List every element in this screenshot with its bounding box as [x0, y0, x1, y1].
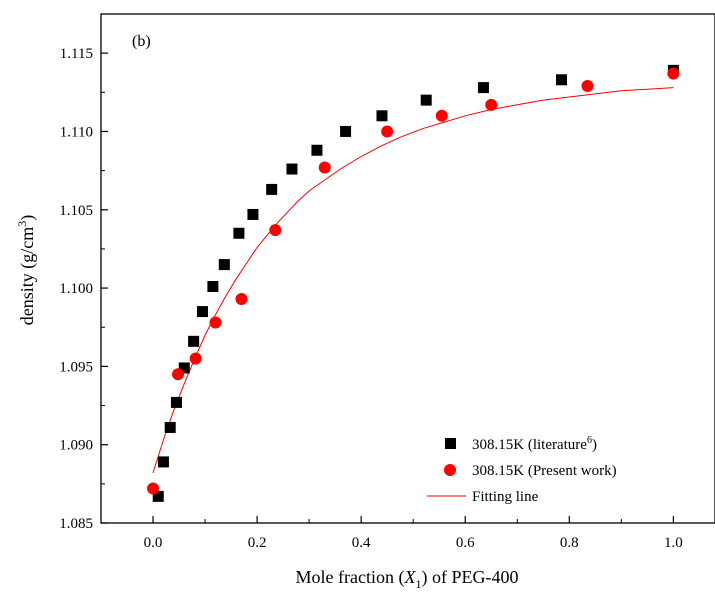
literature-point	[477, 82, 489, 94]
present-work-point	[189, 352, 202, 365]
axes: 1.085 1.090 1.095 1.100 1.105 1.110 1.115 0.0 0.…	[59, 13, 715, 551]
y-tick-label: 1.100	[59, 281, 93, 297]
literature-point	[376, 110, 388, 122]
x-tick-label: 1.0	[664, 535, 683, 551]
legend-literature-sup: 6	[587, 435, 592, 446]
y-axis-label-suffix: )	[17, 215, 38, 221]
y-tick-label: 1.085	[59, 516, 93, 532]
legend-label-present: 308.15K (Present work)	[472, 463, 617, 479]
present-work-point	[318, 161, 331, 174]
x-tick-label: 0.8	[560, 535, 579, 551]
literature-point	[218, 259, 230, 271]
literature-point	[152, 490, 164, 502]
present-work-point	[485, 98, 498, 111]
x-tick-label: 0.6	[456, 535, 475, 551]
legend-marker-literature	[445, 438, 456, 449]
y-axis-label: density (g/cm3)	[15, 215, 38, 325]
legend-label-fit: Fitting line	[472, 489, 539, 505]
fitting-line	[152, 87, 674, 474]
literature-point	[286, 163, 298, 175]
present-work-point	[435, 109, 448, 122]
plot-frame	[100, 13, 715, 524]
present-work-point	[381, 125, 394, 138]
literature-point	[340, 125, 352, 137]
x-axis-label-var: X	[403, 567, 416, 587]
present-work-point	[235, 293, 248, 306]
y-axis-label-prefix: density (g/cm	[17, 227, 38, 325]
literature-point	[311, 144, 323, 156]
literature-point	[188, 335, 200, 347]
literature-point	[157, 456, 169, 468]
y-tick-label: 1.105	[59, 203, 93, 219]
present-work-point	[269, 224, 282, 237]
literature-point	[247, 208, 259, 220]
x-axis-label-sub: 1	[415, 577, 421, 591]
literature-point	[207, 281, 219, 293]
literature-point	[178, 362, 190, 374]
literature-point	[164, 421, 176, 433]
legend-label-literature: 308.15K (literature6)	[472, 435, 597, 453]
literature-point	[266, 183, 278, 195]
y-axis-label-sup: 3	[15, 221, 29, 227]
panel-label: (b)	[132, 33, 151, 50]
literature-point	[233, 227, 245, 239]
literature-point	[196, 306, 208, 318]
x-tick-label: 0.4	[352, 535, 371, 551]
present-work-point	[172, 368, 185, 381]
y-tick-label: 1.090	[59, 438, 93, 454]
present-work-point	[147, 482, 160, 495]
x-tick-label: 0.0	[144, 535, 163, 551]
y-tick-label: 1.115	[60, 46, 93, 62]
plot-data	[147, 64, 680, 502]
present-work-point	[667, 67, 680, 80]
literature-point	[420, 94, 432, 106]
x-axis-label: Mole fraction (X1) of PEG-400	[296, 567, 519, 591]
x-axis-label-prefix: Mole fraction (	[296, 567, 405, 588]
present-work-point	[581, 80, 594, 93]
present-work-point	[209, 316, 222, 329]
legend-literature-suffix: )	[592, 437, 597, 453]
legend-marker-present	[444, 464, 456, 476]
x-axis-label-suffix: ) of PEG-400	[421, 567, 518, 588]
y-tick-label: 1.095	[59, 359, 93, 375]
literature-point	[170, 396, 182, 408]
literature-point	[556, 74, 567, 86]
y-tick-label: 1.110	[60, 124, 93, 140]
x-tick-label: 0.2	[248, 535, 267, 551]
legend: 308.15K (literature6) 308.15K (Present w…	[427, 435, 617, 505]
legend-literature-name: 308.15K (literature	[472, 437, 587, 453]
